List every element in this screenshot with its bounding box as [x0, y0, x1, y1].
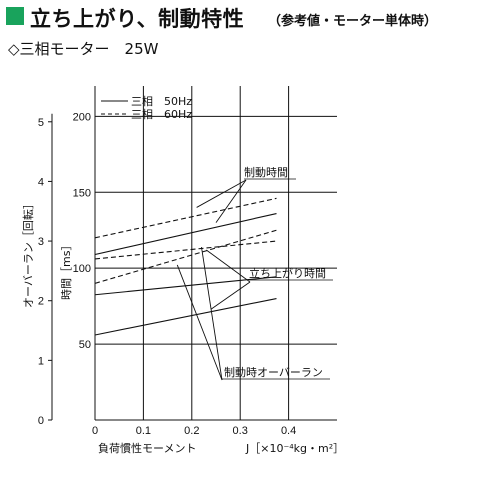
series-line: [94, 197, 277, 239]
annotation-leader: [210, 281, 251, 310]
series-line: [94, 240, 277, 260]
annotation-label: 立ち上がり時間: [249, 266, 326, 280]
annotation-label: 制動時オーバーラン: [224, 365, 323, 379]
y-time-tick-label: 100: [73, 263, 91, 275]
legend-label: 三相 60Hz: [131, 108, 192, 121]
y-overrun-tick-label: 0: [38, 415, 44, 427]
y-overrun-tick-label: 2: [38, 296, 44, 308]
series-line: [94, 298, 277, 336]
page-subtitle: （参考値・モーター単体時）: [268, 14, 438, 29]
y-overrun-tick-label: 5: [38, 117, 44, 129]
x-tick-label: 0.4: [281, 425, 296, 437]
header: 立ち上がり、制動特性 （参考値・モーター単体時）: [6, 2, 494, 32]
legend-label: 三相 50Hz: [131, 95, 192, 108]
annotation-label: 制動時間: [244, 165, 288, 179]
y-time-tick-label: 50: [79, 339, 91, 351]
annotation-leader: [206, 249, 251, 283]
x-tick-label: 0.2: [184, 425, 199, 437]
x-axis-label: 負荷慣性モーメント: [98, 441, 197, 455]
y-overrun-axis-label: オーバーラン［回転］: [22, 198, 35, 308]
page-title: 立ち上がり、制動特性: [30, 7, 245, 31]
model-label: ◇三相モーター 25W: [8, 40, 159, 58]
y-overrun-tick-label: 3: [38, 236, 44, 248]
annotation-leader: [215, 179, 247, 223]
x-axis-unit: J［×10⁻⁴kg・m²］: [245, 442, 344, 455]
header-accent-square: [6, 7, 24, 25]
x-tick-label: 0.1: [136, 425, 151, 437]
plot-frame: [94, 86, 337, 421]
y-overrun-tick-label: 1: [38, 355, 44, 367]
x-tick-label: 0: [92, 425, 98, 437]
y-overrun-tick-label: 4: [38, 176, 44, 188]
y-time-tick-label: 200: [73, 111, 91, 123]
annotation-leader: [176, 264, 223, 381]
y-time-axis-label: 時間［ms］: [60, 240, 73, 300]
grid: [95, 86, 337, 420]
annotation-leader: [196, 179, 247, 208]
annotation-leader: [201, 246, 223, 381]
y-time-tick-label: 150: [73, 187, 91, 199]
series-line: [94, 212, 277, 256]
x-tick-label: 0.3: [233, 425, 248, 437]
